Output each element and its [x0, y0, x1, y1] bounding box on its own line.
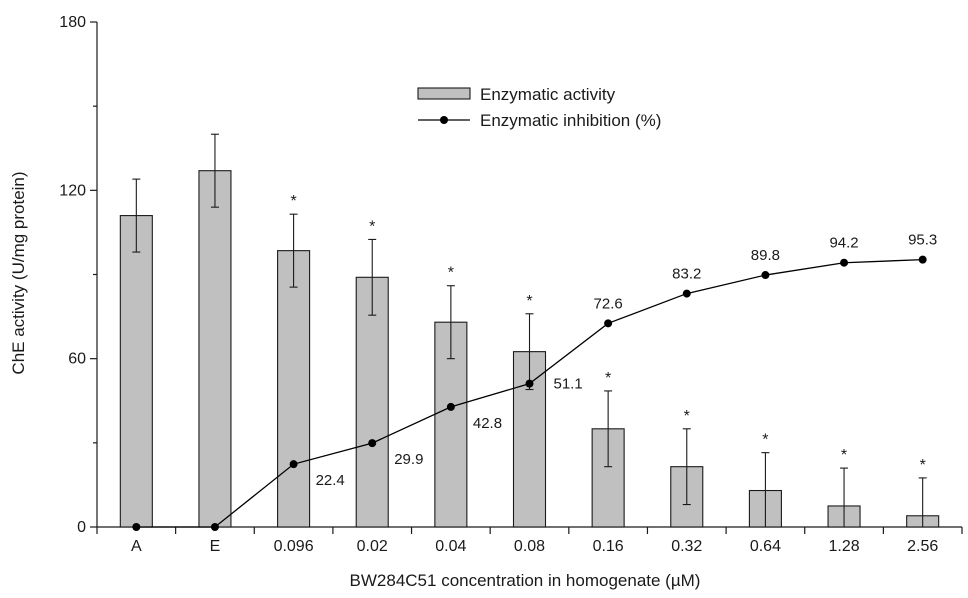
x-tick-label: 2.56: [907, 538, 938, 555]
inhibition-point: [840, 258, 849, 267]
significance-star: *: [448, 265, 454, 282]
significance-star: *: [290, 193, 296, 210]
y-tick-label: 180: [59, 14, 86, 31]
point-labels-group: 22.4 29.9 42.8 51.1 72.6 83.2 89.8 94.2 95.3: [316, 232, 938, 490]
inhibition-value-label: 29.9: [394, 451, 423, 468]
inhibition-value-label: 89.8: [751, 247, 780, 264]
x-tick-label: E: [210, 538, 221, 555]
x-tick-label: 0.096: [274, 538, 314, 555]
x-tick-label: 0.16: [593, 538, 624, 555]
inhibition-value-label: 51.1: [554, 376, 583, 393]
x-tick-label: 1.28: [828, 538, 859, 555]
x-tick-label: 0.64: [750, 538, 781, 555]
inhibition-point: [604, 319, 613, 328]
y-axis-title: ChE activity (U/mg protein): [9, 171, 28, 374]
x-tick-label: A: [131, 538, 142, 555]
error-bars-group: [132, 133, 927, 527]
x-axis-title: BW284C51 concentration in homogenate (µM…: [350, 571, 701, 590]
significance-star: *: [841, 447, 847, 464]
y-tick-label: 60: [68, 351, 86, 368]
significance-star: *: [369, 218, 375, 235]
y-tick-label: 120: [59, 182, 86, 199]
significance-group: * * * * * * * * *: [290, 193, 925, 474]
axes-group: 0 60 120 180 A E 0.096 0.02 0.04 0.08 0.16 0.32 0.64…: [59, 14, 963, 555]
inhibition-value-label: 42.8: [473, 415, 502, 432]
inhibition-value-label: 95.3: [908, 232, 937, 249]
inhibition-point: [210, 523, 219, 531]
inhibition-point: [918, 255, 927, 264]
significance-star: *: [526, 293, 532, 310]
inhibition-point: [132, 523, 141, 531]
significance-star: *: [920, 457, 926, 474]
legend: Enzymatic activity Enzymatic inhibition (…: [417, 85, 661, 130]
bar-enzymatic-activity: [198, 170, 232, 528]
inhibition-point: [289, 460, 298, 469]
inhibition-point: [446, 402, 455, 411]
significance-star: *: [605, 370, 611, 387]
legend-label-enzymatic-activity: Enzymatic activity: [480, 85, 616, 104]
bar-enzymatic-activity: [277, 250, 311, 528]
inhibition-value-label: 94.2: [829, 235, 858, 252]
inhibition-point: [525, 379, 534, 388]
inhibition-point: [368, 439, 377, 448]
inhibition-line-group: [132, 255, 927, 531]
y-tick-label: 0: [77, 519, 86, 536]
inhibition-point: [761, 271, 770, 280]
x-tick-label: 0.32: [671, 538, 702, 555]
x-tick-label: 0.04: [435, 538, 466, 555]
inhibition-value-label: 22.4: [316, 472, 345, 489]
legend-label-enzymatic-inhibition: Enzymatic inhibition (%): [480, 111, 661, 130]
significance-star: *: [762, 432, 768, 449]
legend-swatch-point: [440, 116, 448, 124]
bar-enzymatic-activity: [355, 276, 389, 528]
inhibition-value-label: 83.2: [672, 266, 701, 283]
x-tick-label: 0.08: [514, 538, 545, 555]
significance-star: *: [684, 408, 690, 425]
x-tick-label: 0.02: [357, 538, 388, 555]
bar-enzymatic-activity: [119, 215, 153, 528]
legend-swatch-bar: [417, 87, 471, 100]
inhibition-value-label: 72.6: [594, 295, 623, 312]
inhibition-point: [682, 289, 691, 298]
